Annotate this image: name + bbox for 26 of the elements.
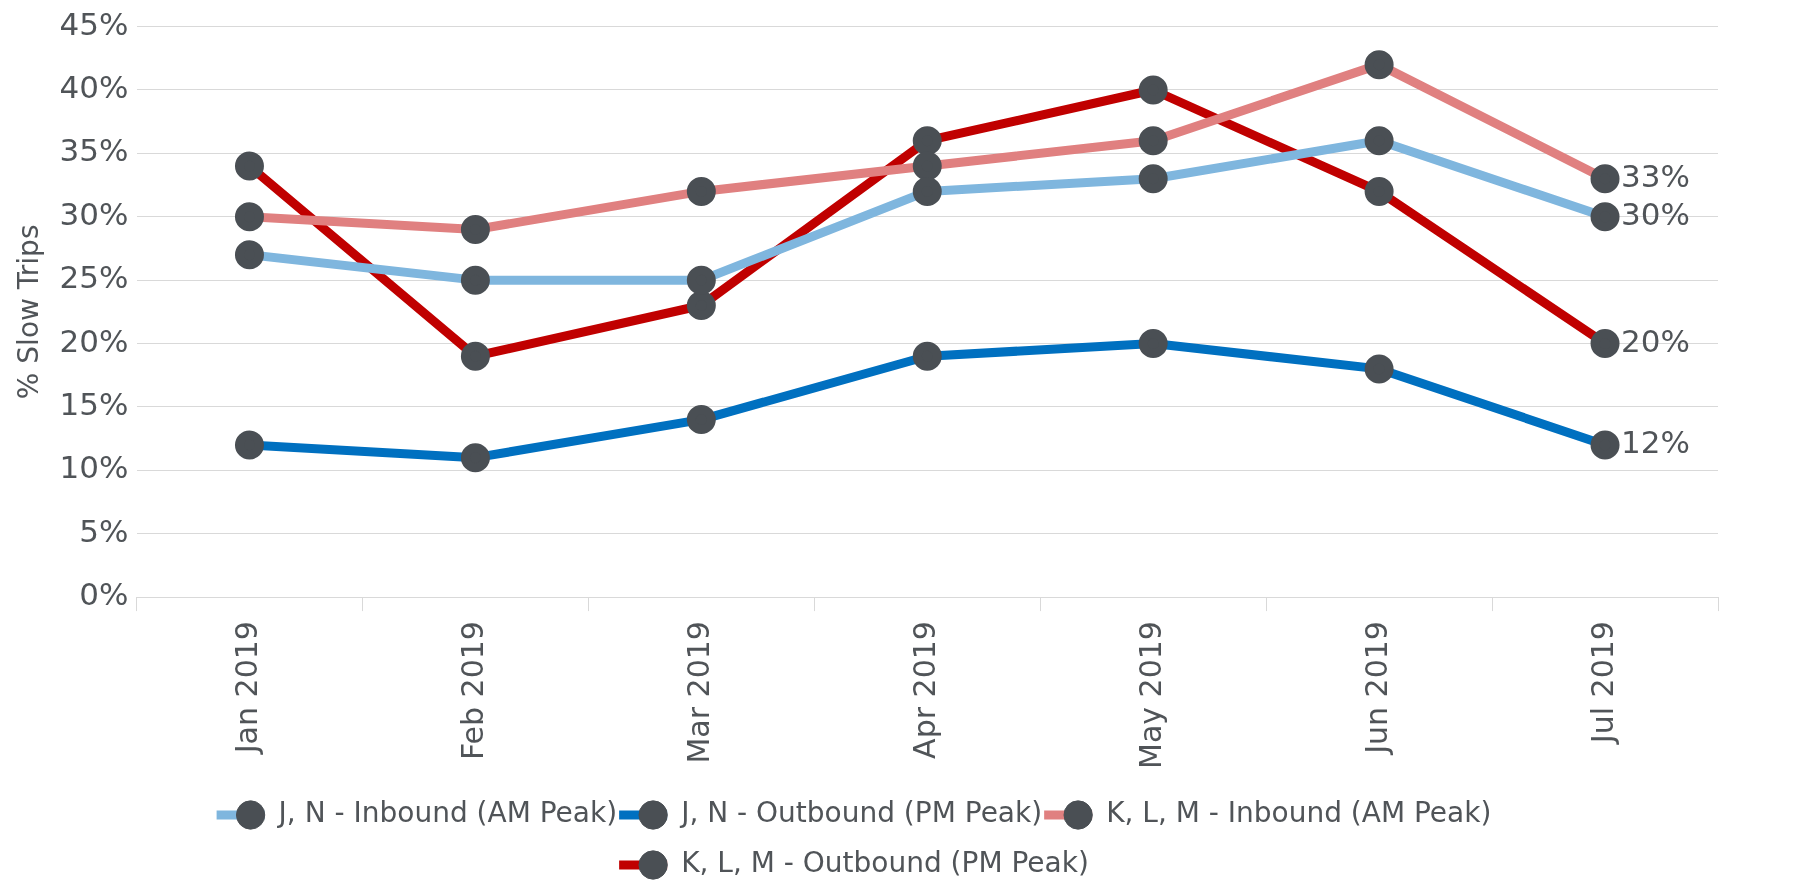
y-tick-label: 45%: [59, 5, 129, 42]
y-tick-label: 25%: [59, 259, 129, 296]
legend-label: J, N - Inbound (AM Peak): [276, 796, 618, 830]
x-tick-label: Jan 2019: [229, 621, 265, 756]
y-tick-label: 35%: [59, 132, 129, 169]
data-label: 30%: [1621, 195, 1690, 232]
y-tick-label: 40%: [59, 69, 129, 106]
x-tick-label: May 2019: [1132, 621, 1168, 769]
legend-label: K, L, M - Outbound (PM Peak): [681, 846, 1089, 880]
legend-label: K, L, M - Inbound (AM Peak): [1106, 796, 1492, 830]
y-tick-label: 0%: [79, 576, 129, 613]
y-tick-label: 10%: [59, 449, 129, 486]
x-tick-label: Apr 2019: [907, 621, 943, 759]
x-tick-label: Mar 2019: [681, 621, 717, 764]
data-label: 12%: [1621, 424, 1690, 461]
x-tick-label: Feb 2019: [455, 621, 491, 761]
data-label: 20%: [1621, 322, 1690, 359]
legend-label: J, N - Outbound (PM Peak): [679, 796, 1043, 830]
x-tick-label: Jun 2019: [1358, 621, 1394, 756]
y-tick-label: 5%: [79, 512, 129, 549]
y-axis-title: % Slow Trips: [12, 224, 46, 400]
y-tick-label: 30%: [59, 195, 129, 232]
y-tick-label: 20%: [59, 322, 129, 359]
data-label: 33%: [1621, 157, 1690, 194]
y-tick-label: 15%: [59, 385, 129, 422]
x-tick-label: Jul 2019: [1584, 621, 1620, 746]
